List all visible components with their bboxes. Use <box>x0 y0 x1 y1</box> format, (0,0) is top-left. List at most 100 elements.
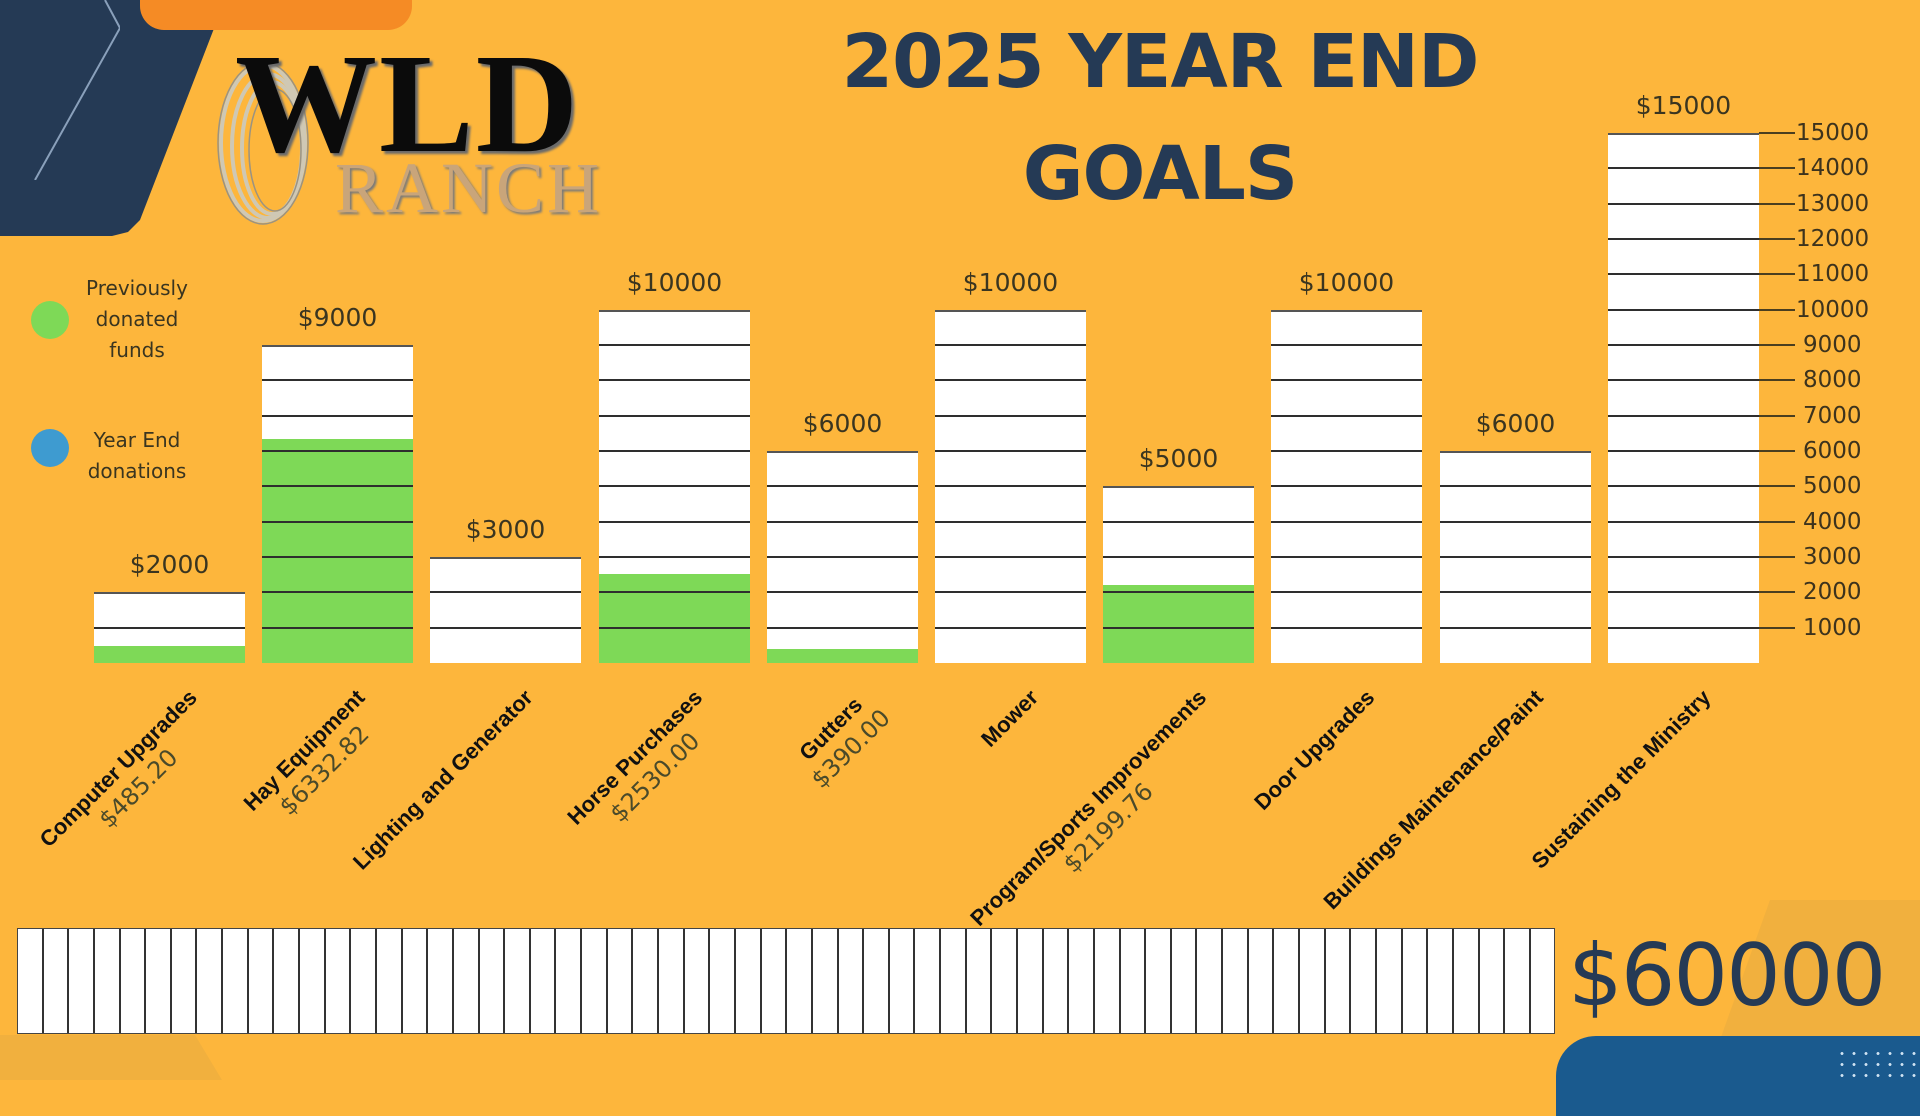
bar-top-line <box>430 557 581 559</box>
bar-top-line <box>935 309 1086 312</box>
gridline <box>1271 591 1422 594</box>
gridline <box>1271 414 1422 417</box>
gridline <box>1608 202 1759 205</box>
legend-previously-donated: Previously donated funds <box>62 273 212 366</box>
axis-tick <box>1759 132 1795 135</box>
gridline <box>1271 520 1422 523</box>
axis-tick-label: 3000 <box>1803 544 1862 570</box>
axis-tick <box>1759 626 1795 629</box>
progress-segment <box>44 929 70 1033</box>
axis-tick <box>1759 485 1795 488</box>
bar-top-line <box>767 451 918 454</box>
gridline <box>1271 555 1422 558</box>
axis-tick-label: 7000 <box>1803 402 1862 429</box>
gridline <box>1608 591 1759 594</box>
progress-segment <box>1454 929 1480 1033</box>
gridline <box>767 626 918 629</box>
goal-bar <box>599 309 750 663</box>
previously-donated-fill <box>262 439 413 663</box>
gridline <box>1103 626 1254 629</box>
previously-donated-fill <box>94 645 245 663</box>
progress-segment <box>1326 929 1352 1033</box>
axis-tick <box>1759 379 1795 382</box>
progress-segment <box>608 929 634 1033</box>
axis-tick-label: 10000 <box>1796 296 1870 323</box>
progress-segment <box>992 929 1018 1033</box>
gridline <box>262 520 413 523</box>
goal-bar <box>1271 309 1422 663</box>
progress-segment <box>1351 929 1377 1033</box>
progress-segment <box>967 929 993 1033</box>
axis-tick-label: 11000 <box>1796 261 1870 288</box>
progress-segment <box>480 929 506 1033</box>
progress-segment <box>659 929 685 1033</box>
progress-segment <box>121 929 147 1033</box>
decorative-line <box>34 0 120 180</box>
progress-segment <box>1249 929 1275 1033</box>
category-label: Sustaining the Ministry <box>1526 684 1717 875</box>
category-label: Horse Purchases $2530.00 <box>561 684 728 851</box>
bottom-left-shape <box>0 1035 222 1080</box>
progress-segment <box>736 929 762 1033</box>
progress-segment <box>454 929 480 1033</box>
gridline <box>262 414 413 417</box>
gridline <box>1608 450 1759 453</box>
progress-segment <box>1377 929 1403 1033</box>
legend-year-end-donations: Year End donations <box>62 425 212 487</box>
gridline <box>1103 520 1254 523</box>
title-line-2: GOALS <box>1022 131 1298 217</box>
previously-donated-fill <box>767 649 918 663</box>
progress-segment <box>249 929 275 1033</box>
category-name: Sustaining the Ministry <box>1527 684 1716 874</box>
gridline <box>935 414 1086 417</box>
gridline <box>1608 238 1759 241</box>
axis-tick-label: 9000 <box>1803 332 1862 359</box>
category-label: Mower <box>975 684 1044 753</box>
axis-tick-label: 15000 <box>1796 120 1870 147</box>
goal-bar <box>935 309 1086 663</box>
gridline <box>262 485 413 488</box>
gridline <box>94 626 245 629</box>
gridline <box>599 379 750 382</box>
category-label: Gutters $390.00 <box>786 684 896 794</box>
gridline <box>935 485 1086 488</box>
goal-value-label: $6000 <box>802 409 883 439</box>
progress-segment <box>1197 929 1224 1033</box>
progress-segment <box>1069 929 1095 1033</box>
progress-segment <box>69 929 95 1033</box>
progress-segment <box>1146 929 1172 1033</box>
orange-top-tab <box>140 0 412 30</box>
progress-segment <box>223 929 249 1033</box>
progress-segment <box>864 929 890 1033</box>
goal-bar <box>1440 451 1591 663</box>
category-name: Mower <box>975 684 1043 752</box>
progress-segment <box>762 929 788 1033</box>
legend-line: Previously <box>86 276 188 300</box>
legend-line: donated <box>95 307 179 331</box>
gridline <box>262 626 413 629</box>
axis-tick-label: 12000 <box>1796 226 1870 253</box>
axis-tick-label: 2000 <box>1803 579 1862 606</box>
gridline <box>1608 626 1759 629</box>
gridline <box>262 450 413 452</box>
legend-line: funds <box>109 338 165 362</box>
gridline <box>262 591 413 594</box>
bar-top-line <box>262 345 413 348</box>
progress-segment <box>813 929 839 1033</box>
goal-value-label: $2000 <box>129 550 210 580</box>
gridline <box>1271 379 1422 382</box>
progress-segment <box>890 929 916 1033</box>
goal-value-label: $6000 <box>1475 409 1556 439</box>
goal-value-label: $9000 <box>297 303 378 333</box>
bar-top-line <box>1440 451 1591 454</box>
gridline <box>767 520 918 523</box>
progress-segment <box>1428 929 1454 1033</box>
progress-segment <box>505 929 531 1033</box>
gridline <box>1440 520 1591 523</box>
axis-tick <box>1759 238 1795 241</box>
axis-tick <box>1759 520 1795 523</box>
axis-tick-label: 13000 <box>1796 190 1870 217</box>
progress-segment <box>146 929 172 1033</box>
progress-segment <box>1095 929 1121 1033</box>
gridline <box>1103 556 1254 558</box>
